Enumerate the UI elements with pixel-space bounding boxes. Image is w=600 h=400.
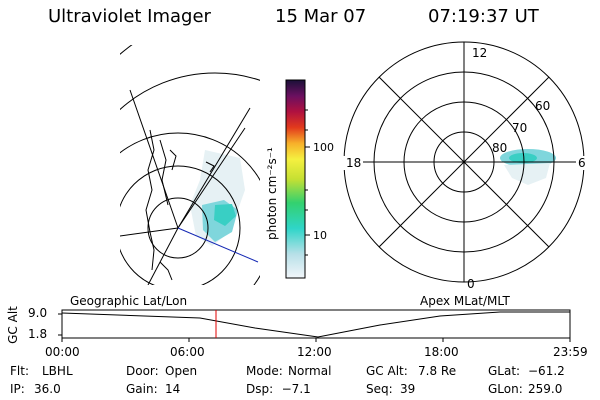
y-tick-1.8: 1.8 — [28, 327, 48, 341]
altitude-timeline — [58, 309, 571, 342]
filter-value: LBHL — [42, 364, 73, 378]
seq-label: Seq: — [366, 382, 393, 396]
ip-label: IP: — [10, 382, 25, 396]
polar-mlat-mlt-plot — [343, 41, 585, 283]
altitude-curve — [61, 311, 570, 338]
mlt-label-0: 0 — [467, 277, 475, 291]
dsp-value: −7.1 — [274, 382, 311, 396]
colorbar-unit-label: photon cm⁻²s⁻¹ — [265, 147, 279, 240]
gc-alt-label: GC Alt: — [366, 364, 408, 378]
glon-label: GLon: — [488, 382, 523, 396]
y-tick-9.0: 9.0 — [28, 306, 48, 320]
mlt-label-18: 18 — [346, 156, 361, 170]
glon-value: 259.0 — [528, 382, 563, 396]
colorbar-tick-100: 100 — [313, 141, 334, 154]
mlat-label-70: 70 — [512, 121, 527, 135]
mlt-label-12: 12 — [472, 46, 487, 60]
instrument-title: Ultraviolet Imager — [48, 6, 211, 27]
mode-label: Mode: — [246, 364, 283, 378]
gc-alt-axis-label: GC Alt — [5, 306, 20, 344]
timeline-right-title: Apex MLat/MLT — [420, 294, 510, 308]
gain-value: 14 — [165, 382, 181, 396]
x-tick-0600: 06:00 — [170, 345, 205, 359]
x-tick-1200: 12:00 — [297, 345, 332, 359]
ip-value: 36.0 — [34, 382, 61, 396]
geographic-projection — [120, 45, 260, 285]
colorbar-tick-10: 10 — [313, 229, 327, 242]
gc-alt-value: 7.8 Re — [418, 364, 457, 378]
glat-label: GLat: — [488, 364, 521, 378]
glat-value: −61.2 — [528, 364, 565, 378]
gain-label: Gain: — [126, 382, 158, 396]
timeline-left-title: Geographic Lat/Lon — [70, 294, 188, 308]
x-tick-1800: 18:00 — [424, 345, 459, 359]
door-label: Door: — [126, 364, 159, 378]
door-value: Open — [165, 364, 198, 378]
mlat-label-60: 60 — [535, 99, 550, 113]
mode-value: Normal — [288, 364, 332, 378]
observation-time: 07:19:37 UT — [428, 6, 539, 27]
x-tick-2359: 23:59 — [553, 345, 588, 359]
observation-date: 15 Mar 07 — [275, 6, 367, 27]
mlt-label-6: 6 — [578, 156, 586, 170]
filter-label: Flt: — [10, 364, 29, 378]
dsp-label: Dsp: — [246, 382, 274, 396]
x-tick-0000: 00:00 — [45, 345, 80, 359]
color-scale-bar — [285, 79, 306, 279]
mlat-label-80: 80 — [492, 141, 507, 155]
seq-value: 39 — [400, 382, 416, 396]
